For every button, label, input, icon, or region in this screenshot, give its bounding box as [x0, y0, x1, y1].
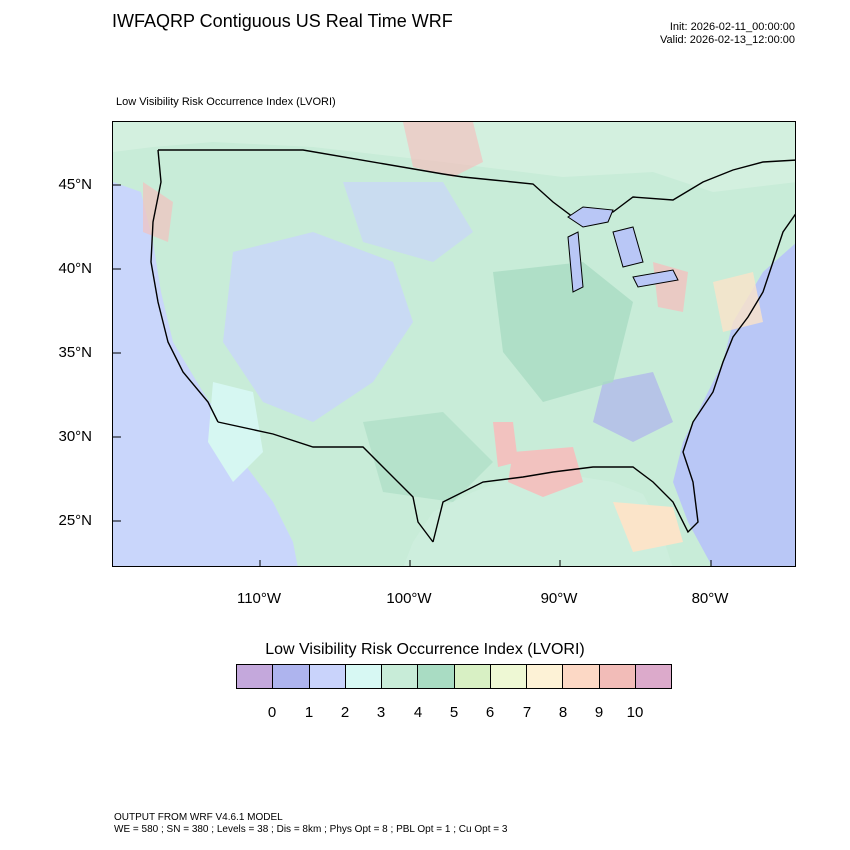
legend-title: Low Visibility Risk Occurrence Index (LV… — [265, 641, 585, 658]
lon-label-90: 90°W — [540, 590, 578, 607]
legend-swatch-6 — [454, 665, 491, 688]
legend-tick-5: 5 — [449, 704, 459, 721]
footer-config: WE = 580 ; SN = 380 ; Levels = 38 ; Dis … — [114, 824, 508, 835]
lake-michigan — [567, 231, 584, 293]
map-subtitle: Low Visibility Risk Occurrence Index (LV… — [116, 96, 336, 108]
mid-risk-atlantic — [713, 272, 763, 332]
lat-label-40: 40°N — [58, 260, 92, 277]
axis-ticks — [113, 184, 712, 566]
high-risk-gulf-coast — [508, 447, 583, 497]
gulf-of-mexico — [403, 474, 673, 566]
page-title: IWFAQRP Contiguous US Real Time WRF — [112, 11, 453, 31]
legend-swatch-10 — [599, 665, 636, 688]
lake-huron — [612, 226, 644, 268]
lat-label-30: 30°N — [58, 428, 92, 445]
lat-label-45: 45°N — [58, 176, 92, 193]
legend-tick-9: 9 — [594, 704, 604, 721]
high-risk-pacific-nw — [143, 182, 173, 242]
high-risk-north — [403, 122, 483, 177]
lon-label-100: 100°W — [386, 590, 432, 607]
low-vis-southeast — [593, 372, 673, 442]
cyan-southwest — [208, 382, 263, 482]
map-canvas — [113, 122, 795, 566]
southern-border — [217, 421, 434, 543]
legend-swatch-11 — [635, 665, 671, 688]
legend-swatch-5 — [418, 665, 455, 688]
legend-tick-2: 2 — [340, 704, 350, 721]
init-time: Init: 2026-02-11_00:00:00 — [669, 21, 795, 33]
mid-risk-florida — [613, 502, 683, 552]
footer-model: OUTPUT FROM WRF V4.6.1 MODEL — [114, 812, 283, 823]
lvori-map — [112, 121, 796, 567]
lon-label-110: 110°W — [236, 590, 282, 607]
lon-label-80: 80°W — [691, 590, 729, 607]
legend-swatch-2 — [309, 665, 346, 688]
legend-tick-8: 8 — [558, 704, 568, 721]
valid-time: Valid: 2026-02-13_12:00:00 — [660, 34, 795, 46]
legend-tick-6: 6 — [485, 704, 495, 721]
gulf-and-atlantic-coast — [432, 213, 795, 543]
legend-tick-4: 4 — [413, 704, 423, 721]
atlantic-ocean — [673, 243, 795, 566]
legend-swatch-8 — [527, 665, 564, 688]
legend-tick-7: 7 — [522, 704, 532, 721]
legend-swatch-3 — [345, 665, 382, 688]
lake-superior — [567, 206, 614, 228]
legend-tick-1: 1 — [304, 704, 314, 721]
green-midwest — [493, 262, 633, 402]
low-vis-west — [223, 232, 413, 422]
pacific-ocean — [113, 182, 298, 566]
lat-label-25: 25°N — [58, 512, 92, 529]
legend-swatch-4 — [382, 665, 419, 688]
high-risk-louisiana — [493, 422, 518, 467]
low-vis-plains — [343, 182, 473, 262]
pacific-coast — [150, 149, 219, 423]
legend-tick-10: 10 — [626, 704, 644, 721]
legend-swatch-1 — [273, 665, 310, 688]
lat-label-35: 35°N — [58, 344, 92, 361]
lake-erie — [632, 269, 679, 288]
legend-tick-3: 3 — [376, 704, 386, 721]
legend-swatch-9 — [563, 665, 600, 688]
legend-tick-0: 0 — [267, 704, 277, 721]
legend-swatch-7 — [490, 665, 527, 688]
legend-swatch-0 — [237, 665, 274, 688]
legend-color-bar — [236, 664, 672, 689]
